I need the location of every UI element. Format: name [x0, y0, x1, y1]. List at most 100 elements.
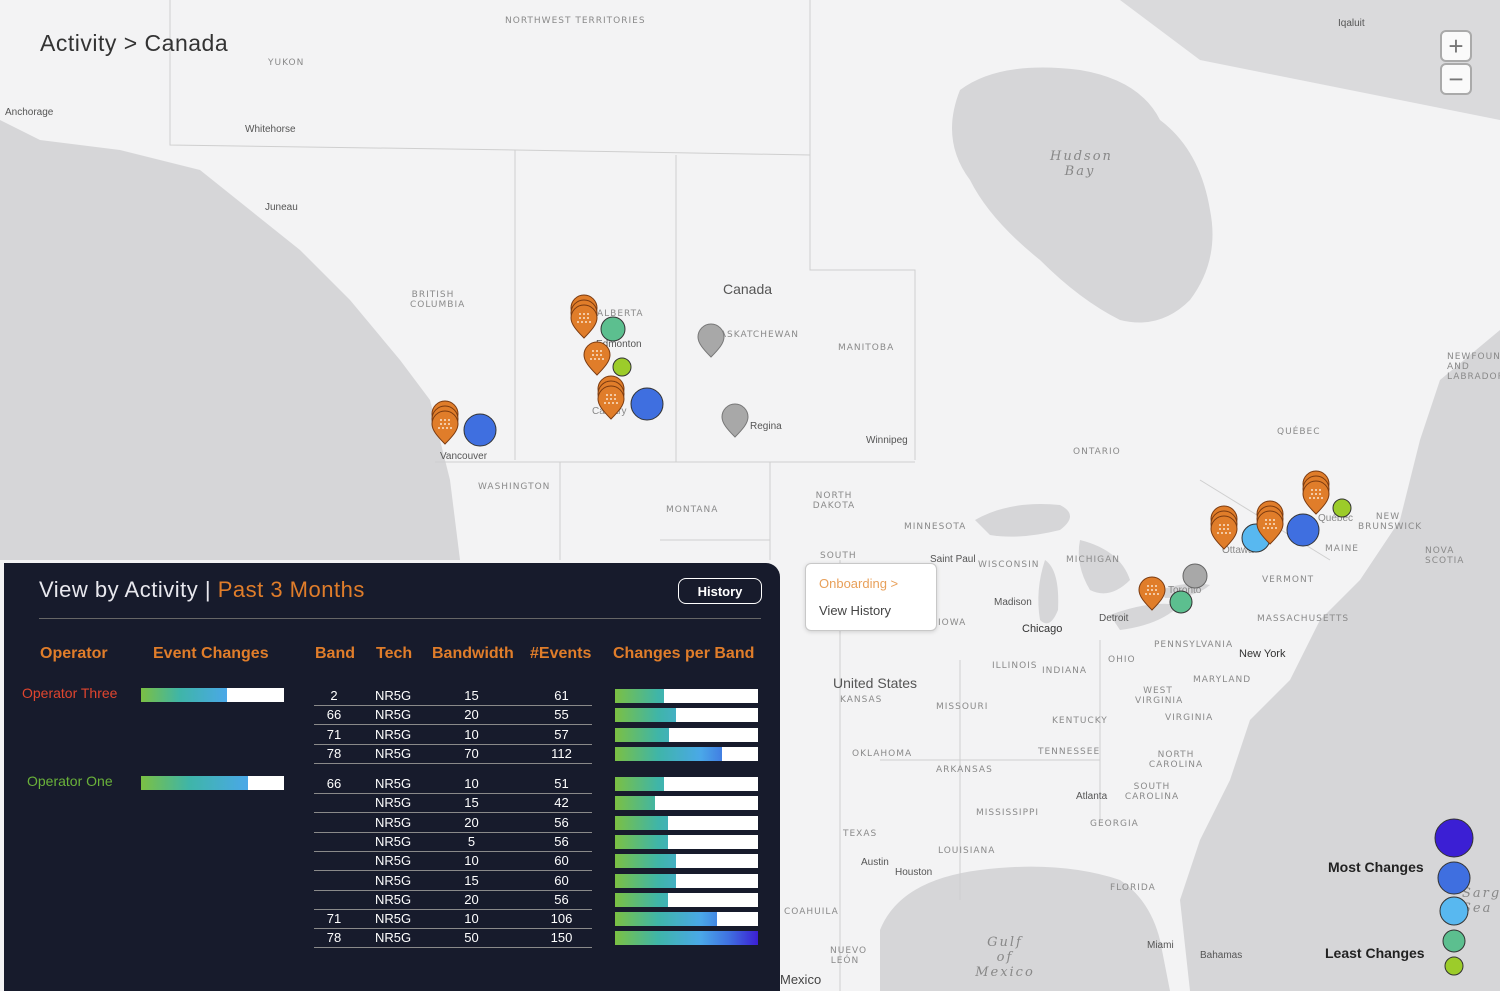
table-row[interactable]: NR5G 20 56: [314, 890, 592, 910]
bandwidth-cell: 50: [464, 930, 479, 946]
band-cell: 71: [326, 726, 342, 742]
label-british-columbia: BRITISH COLUMBIA: [410, 290, 466, 310]
label-vermont: VERMONT: [1262, 575, 1315, 585]
popup-view-history-link[interactable]: View History: [819, 603, 892, 618]
label-wisconsin: WISCONSIN: [978, 560, 1040, 570]
history-button[interactable]: History: [678, 578, 762, 604]
header-events: #Events: [530, 645, 592, 662]
label-nova-scotia: NOVA SCOTIA: [1425, 546, 1465, 566]
marker-pin-vancouver[interactable]: [431, 400, 459, 445]
table-row[interactable]: 71 NR5G 10 106: [314, 909, 592, 930]
marker-pin-calgary[interactable]: [597, 375, 625, 420]
changes-per-band-bar: [615, 815, 758, 830]
country-united-states: United States: [833, 675, 918, 691]
marker-pin-quebec[interactable]: [1302, 470, 1330, 515]
band-cell: 2: [330, 688, 338, 703]
label-montana: MONTANA: [666, 505, 719, 515]
marker-circle-edmonton[interactable]: [600, 316, 626, 342]
label-texas: TEXAS: [843, 829, 878, 839]
bandwidth-cell: 15: [464, 795, 479, 811]
zoom-in-button[interactable]: +: [1440, 30, 1472, 62]
operator-name[interactable]: Operator One: [27, 773, 113, 789]
label-illinois: ILLINOIS: [992, 661, 1038, 671]
marker-pin-toronto[interactable]: [1138, 576, 1166, 611]
city-madison: Madison: [994, 597, 1032, 608]
marker-pin-regina[interactable]: [721, 403, 749, 438]
atlantic-ocean: [1180, 330, 1500, 991]
pacific-ocean: [0, 120, 460, 560]
table-row[interactable]: NR5G 5 56: [314, 832, 592, 852]
city-detroit: Detroit: [1099, 613, 1129, 624]
events-cell: 42: [554, 795, 569, 811]
events-cell: 56: [554, 891, 569, 907]
table-row[interactable]: 66 NR5G 20 55: [314, 705, 592, 726]
tech-cell: NR5G: [374, 833, 412, 849]
bandwidth-cell: 10: [464, 853, 479, 869]
breadcrumb[interactable]: Activity > Canada: [40, 30, 229, 56]
marker-circle-toronto-gray[interactable]: [1182, 563, 1208, 589]
label-northwest-territories: NORTHWEST TERRITORIES: [505, 16, 646, 26]
marker-circle-quebec[interactable]: [1332, 498, 1352, 518]
label-south: SOUTH: [820, 551, 857, 561]
table-row[interactable]: 66 NR5G 10 51: [314, 774, 592, 794]
marker-pin-ottawa[interactable]: [1210, 505, 1238, 550]
bandwidth-cell: 70: [464, 745, 479, 761]
changes-per-band-bar: [615, 931, 758, 946]
tech-cell: NR5G: [374, 745, 412, 761]
lake-superior: [975, 504, 1070, 537]
marker-circle-vancouver[interactable]: [463, 413, 497, 447]
marker-circle-red-deer[interactable]: [612, 357, 632, 377]
label-washington: WASHINGTON: [478, 482, 551, 492]
city-whitehorse: Whitehorse: [245, 124, 296, 135]
table-row[interactable]: NR5G 10 60: [314, 851, 592, 872]
changes-per-band-bar: [615, 854, 758, 869]
table-row[interactable]: 71 NR5G 10 57: [314, 725, 592, 745]
legend-circle-mid: [1439, 896, 1469, 926]
gulf-of-mexico: [880, 866, 1170, 991]
lake-michigan: [1038, 560, 1059, 624]
marker-pin-north-alberta[interactable]: [570, 294, 598, 339]
events-cell: 106: [550, 911, 573, 927]
tech-cell: NR5G: [374, 911, 412, 927]
popup-onboarding-link[interactable]: Onboarding >: [819, 576, 899, 591]
bandwidth-cell: 20: [464, 814, 479, 830]
legend-circle-least: [1444, 956, 1464, 976]
marker-circle-montreal[interactable]: [1286, 513, 1320, 547]
label-newfoundland: NEWFOUNDLAND AND LABRADOR: [1447, 352, 1500, 382]
marker-pin-saskatoon[interactable]: [697, 323, 725, 358]
label-michigan: MICHIGAN: [1066, 555, 1120, 565]
label-alberta: ALBERTA: [597, 309, 644, 319]
marker-circle-calgary[interactable]: [630, 387, 664, 421]
operator-name[interactable]: Operator Three: [22, 685, 118, 701]
activity-panel: View by Activity | Past 3 Months History…: [4, 563, 780, 991]
band-cell: 66: [326, 707, 342, 723]
panel-divider: [39, 618, 761, 619]
table-row[interactable]: 78 NR5G 50 150: [314, 928, 592, 949]
events-cell: 60: [554, 872, 569, 888]
minus-icon: −: [1448, 64, 1464, 94]
city-anchorage: Anchorage: [5, 107, 54, 118]
lake-erie: [1110, 603, 1180, 630]
label-north-dakota: NORTH DAKOTA: [812, 491, 856, 511]
label-iowa: IOWA: [938, 618, 967, 628]
label-virginia: VIRGINIA: [1165, 713, 1214, 723]
city-quebec: Québec: [1318, 513, 1354, 524]
legend-circle-low: [1442, 929, 1466, 953]
table-row[interactable]: 2 NR5G 15 61: [314, 686, 592, 706]
table-row[interactable]: NR5G 15 42: [314, 793, 592, 814]
marker-pin-edmonton[interactable]: [583, 341, 611, 376]
city-edmonton: Edmonton: [596, 339, 642, 350]
events-cell: 51: [554, 776, 569, 791]
tech-cell: NR5G: [374, 707, 412, 723]
water-gulf-of-mexico: Gulf of Mexico: [975, 935, 1035, 980]
table-row[interactable]: 78 NR5G 70 112: [314, 744, 592, 764]
bandwidth-cell: 10: [464, 726, 479, 742]
table-row[interactable]: NR5G 15 60: [314, 871, 592, 891]
zoom-out-button[interactable]: −: [1440, 63, 1472, 95]
country-mexico: Mexico: [780, 972, 822, 987]
changes-per-band-bar: [615, 777, 758, 791]
bandwidth-cell: 10: [464, 911, 479, 927]
table-row[interactable]: NR5G 20 56: [314, 813, 592, 833]
period-label: Past 3 Months: [217, 577, 365, 602]
marker-circle-toronto[interactable]: [1169, 590, 1193, 614]
